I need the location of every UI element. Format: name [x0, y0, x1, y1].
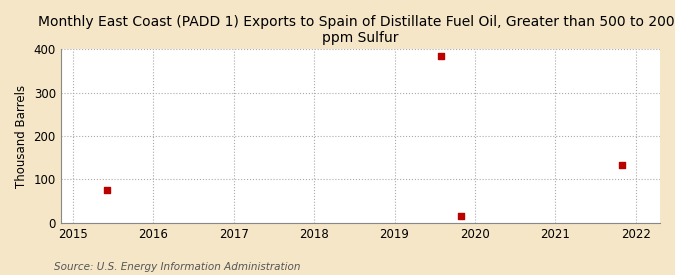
Title: Monthly East Coast (PADD 1) Exports to Spain of Distillate Fuel Oil, Greater tha: Monthly East Coast (PADD 1) Exports to S… [38, 15, 675, 45]
Text: Source: U.S. Energy Information Administration: Source: U.S. Energy Information Administ… [54, 262, 300, 272]
Point [617, 163, 628, 167]
Point [456, 214, 466, 219]
Point [436, 53, 447, 58]
Y-axis label: Thousand Barrels: Thousand Barrels [15, 84, 28, 188]
Point [101, 188, 112, 192]
